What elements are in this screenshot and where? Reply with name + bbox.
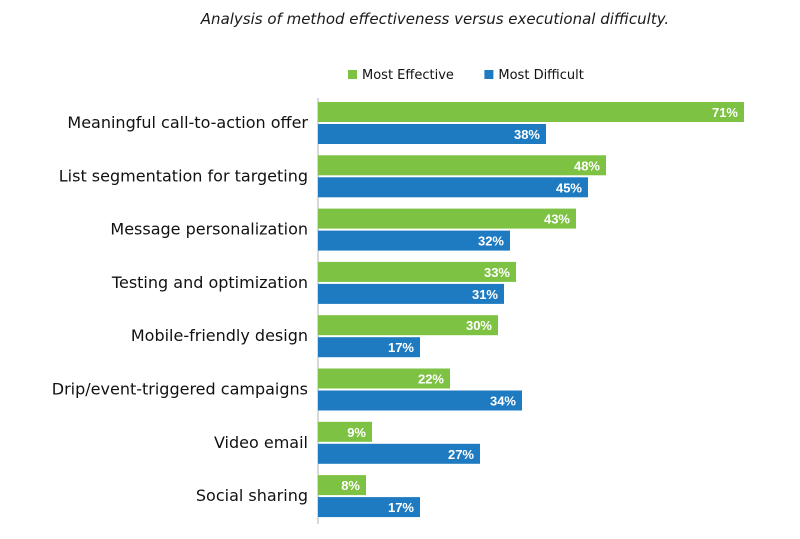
legend-swatch-0 <box>348 70 357 79</box>
data-label: 17% <box>388 340 414 355</box>
data-label: 30% <box>466 318 492 333</box>
bar-most-difficult <box>318 390 522 411</box>
bar-most-difficult <box>318 497 420 518</box>
category-label: Message personalization <box>110 220 308 239</box>
data-label: 31% <box>472 287 498 302</box>
bar-most-difficult <box>318 230 510 251</box>
category-label: Mobile-friendly design <box>131 326 308 345</box>
legend: Most Effective Most Difficult <box>348 68 584 83</box>
legend-label-1: Most Difficult <box>498 68 583 83</box>
legend-swatch-1 <box>484 70 494 79</box>
bar-most-difficult <box>318 443 480 464</box>
data-label: 17% <box>388 500 414 515</box>
bars-layer: Meaningful call-to-action offer 71% 38% Lis… <box>52 102 744 518</box>
bar-most-effective <box>318 421 372 442</box>
data-label: 48% <box>574 158 600 173</box>
chart-title: Analysis of method effectiveness versus … <box>200 10 669 28</box>
bar-most-effective <box>318 102 744 122</box>
category-label: List segmentation for targeting <box>59 166 308 185</box>
category-label: Social sharing <box>196 486 308 505</box>
bar-most-difficult <box>318 177 588 198</box>
legend-label-0: Most Effective <box>362 68 454 83</box>
data-label: 32% <box>478 234 504 249</box>
data-label: 22% <box>418 372 444 387</box>
data-label: 34% <box>490 394 516 409</box>
bar-most-effective <box>318 208 576 229</box>
category-label: Video email <box>214 433 308 452</box>
data-label: 8% <box>341 478 360 493</box>
data-label: 43% <box>544 212 570 227</box>
bar-most-difficult <box>318 124 546 144</box>
data-label: 45% <box>556 180 582 195</box>
bar-most-effective <box>318 261 516 282</box>
data-label: 38% <box>514 127 540 142</box>
bar-most-difficult <box>318 337 420 358</box>
bar-most-effective <box>318 155 606 176</box>
bar-most-effective <box>318 315 498 336</box>
data-label: 71% <box>712 105 738 120</box>
data-label: 33% <box>484 265 510 280</box>
category-label: Drip/event-triggered campaigns <box>52 380 308 399</box>
bar-most-effective <box>318 475 366 496</box>
bar-most-difficult <box>318 283 504 304</box>
data-label: 9% <box>347 425 366 440</box>
data-label: 27% <box>448 447 474 462</box>
category-label: Meaningful call-to-action offer <box>67 113 308 132</box>
category-label: Testing and optimization <box>111 273 308 292</box>
bar-most-effective <box>318 368 450 389</box>
